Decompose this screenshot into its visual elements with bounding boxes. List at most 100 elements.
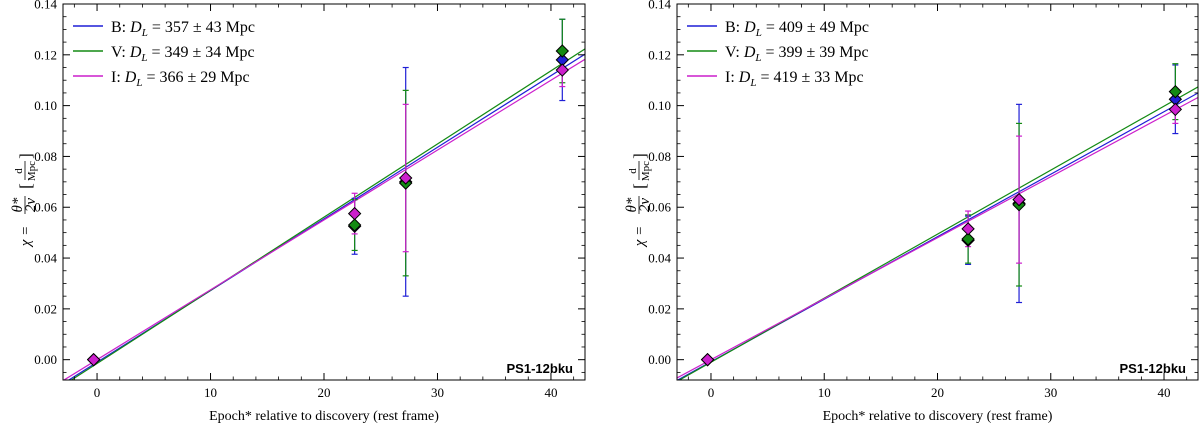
y-tick-label: 0.12 (648, 47, 671, 62)
error-bars (965, 63, 1179, 304)
y-label-chi: χ = (18, 226, 34, 248)
y-tick-label: 0.14 (648, 0, 671, 12)
x-tick-label: 10 (818, 385, 831, 400)
y-tick-label: 0.04 (34, 251, 57, 266)
y-label-unit-num: d (627, 168, 639, 174)
legend-prefix: V: (725, 44, 744, 61)
y-label-frac-num: θ* (624, 197, 640, 212)
y-tick-label: 0.02 (34, 301, 57, 316)
y-label-unit-den: Mpc (640, 161, 652, 181)
right-panel: 0 10 20 30 40 0.00 0.02 0.04 0.06 0.08 0.10 0.12 0.1… (624, 0, 1199, 424)
legend-label-I: I: DL = 366 ± 29 Mpc (111, 69, 250, 89)
legend-prefix: B: (111, 19, 130, 36)
left-panel: 0 10 20 30 40 0.00 0.02 0.04 0.06 0.08 0.10 0.12 0.1… (10, 0, 586, 424)
legend-subscript: L (135, 77, 142, 89)
y-label-frac-den: 2v (637, 198, 653, 213)
data-point-I (86, 352, 101, 367)
y-tick-label: 0.06 (648, 200, 671, 215)
y-tick-label: 0.08 (648, 149, 671, 164)
data-point-V (1168, 84, 1183, 99)
legend-suffix: = 357 ± 43 Mpc (148, 19, 255, 36)
markers (700, 84, 1183, 367)
fit-lines (677, 86, 1198, 380)
x-tick-label: 20 (318, 385, 331, 400)
y-tick-label: 0.04 (648, 251, 671, 266)
fit-lines (63, 48, 585, 380)
legend-subscript: L (749, 77, 756, 89)
legend-suffix: = 399 ± 39 Mpc (762, 44, 869, 61)
legend-suffix: = 366 ± 29 Mpc (142, 69, 249, 86)
x-tick-label: 40 (1158, 385, 1171, 400)
y-tick-label: 0.10 (34, 98, 57, 113)
data-point-V (961, 232, 975, 246)
y-tick-label: 0.00 (648, 352, 671, 367)
legend-label-B: B: DL = 357 ± 43 Mpc (111, 19, 255, 39)
object-name-annotation: PS1-12bku (507, 361, 574, 376)
data-point-I (555, 63, 570, 77)
y-label-frac-den: 2v (23, 198, 39, 213)
x-tick-label: 0 (94, 385, 101, 400)
data-point-V (347, 218, 362, 232)
x-tick-label: 20 (931, 385, 944, 400)
legend-prefix: I: (111, 69, 125, 86)
y-axis-label: χ = θ*2v [d Mpc] (10, 153, 39, 248)
y-label-chi: χ = (632, 226, 648, 248)
legend-symbol: D (129, 44, 142, 61)
y-tick-label: 0.14 (34, 0, 57, 12)
legend-symbol: D (124, 69, 137, 86)
fit-line-I (677, 96, 1198, 379)
fit-line-V (678, 86, 1198, 380)
legend-prefix: B: (725, 19, 744, 36)
data-point-I (398, 171, 413, 185)
y-label-bracket-close: ] (16, 153, 35, 159)
markers (86, 44, 570, 367)
data-point-V (555, 44, 570, 58)
legend-subscript: L (141, 27, 148, 39)
y-tick-label: 0.08 (34, 149, 57, 164)
y-label-bracket-open: [ (16, 183, 35, 189)
y-tick-label: 0.02 (648, 301, 671, 316)
legend-prefix: I: (725, 69, 739, 86)
x-tick-label: 0 (708, 385, 715, 400)
y-axis-label: χ = θ*2v [ d Mpc] (624, 153, 653, 248)
data-point-I (700, 352, 715, 367)
y-label-bracket-open: [ (630, 183, 649, 189)
x-axis-label: Epoch* relative to discovery (rest frame… (209, 409, 439, 424)
legend-label-B: B: DL = 409 ± 49 Mpc (725, 19, 869, 39)
legend-subscript: L (755, 27, 762, 39)
legend-suffix: = 409 ± 49 Mpc (762, 19, 869, 36)
fit-line-I (63, 58, 585, 380)
y-tick-label: 0.10 (648, 98, 671, 113)
object-name-annotation: PS1-12bku (1120, 361, 1187, 376)
error-bars (351, 18, 566, 297)
fit-line-V (70, 48, 585, 380)
data-point-I (961, 222, 975, 236)
x-tick-label: 10 (204, 385, 217, 400)
legend-subscript: L (140, 52, 147, 64)
y-tick-label: 0.06 (34, 200, 57, 215)
x-tick-label: 30 (1044, 385, 1057, 400)
legend-symbol: D (743, 19, 756, 36)
data-point-I (1012, 192, 1026, 207)
legend-subscript: L (754, 52, 761, 64)
data-point-I (1168, 102, 1183, 117)
legend-symbol: D (738, 69, 751, 86)
y-label-frac-num: θ* (10, 197, 26, 212)
y-label-unit-num: d (13, 168, 25, 174)
legend-label-I: I: DL = 419 ± 33 Mpc (725, 69, 864, 89)
x-tick-label: 40 (544, 385, 557, 400)
x-axis-label: Epoch* relative to discovery (rest frame… (823, 409, 1053, 424)
legend-suffix: = 419 ± 33 Mpc (756, 69, 863, 86)
legend-prefix: V: (111, 44, 130, 61)
legend-label-V: V: DL = 349 ± 34 Mpc (111, 44, 255, 64)
legend-suffix: = 349 ± 34 Mpc (148, 44, 255, 61)
y-tick-label: 0.00 (34, 352, 57, 367)
y-label-bracket-close: ] (630, 153, 649, 159)
x-tick-label: 30 (431, 385, 444, 400)
data-point-I (347, 206, 362, 221)
legend-symbol: D (743, 44, 756, 61)
y-tick-label: 0.12 (34, 47, 57, 62)
